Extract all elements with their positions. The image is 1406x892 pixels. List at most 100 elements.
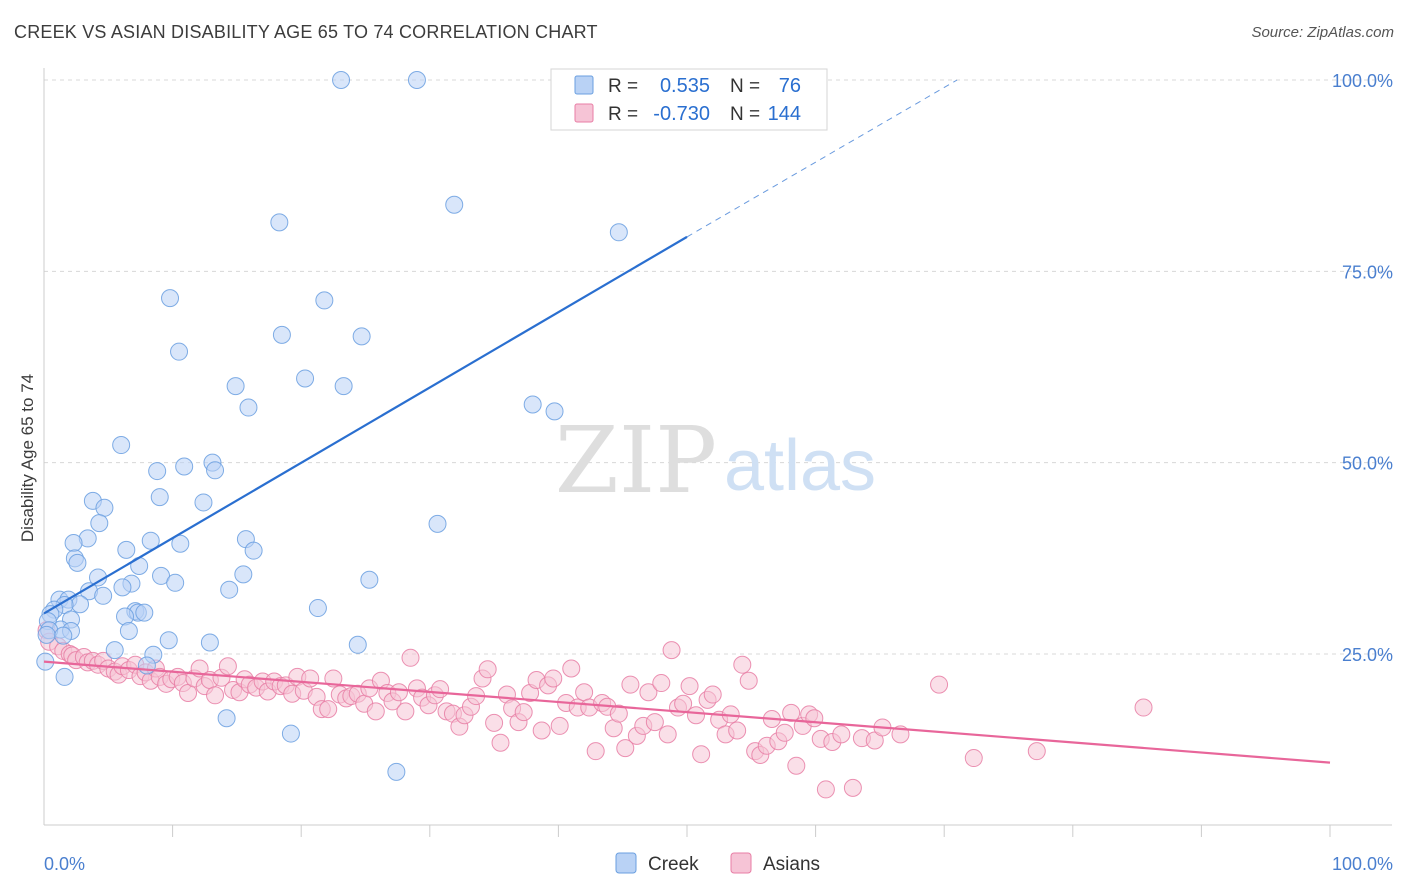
creek-point (64, 534, 83, 553)
asians-point (550, 716, 569, 735)
creek-point (71, 595, 90, 614)
asians-point (401, 648, 420, 667)
creek-point (545, 402, 564, 421)
legend-creek-swatch (615, 852, 637, 874)
creek-point (387, 762, 406, 781)
asians-point (728, 721, 747, 740)
asians-point (562, 659, 581, 678)
creek-point (95, 498, 114, 517)
creek-point (68, 553, 87, 572)
stats-legend: R = 0.535 N = 76 R = -0.730 N = 144 (550, 68, 828, 131)
y-tick-label: 25.0% (1342, 645, 1393, 665)
creek-point (407, 71, 426, 89)
asians-point (491, 733, 510, 752)
asians-point (586, 742, 605, 761)
asians-point (396, 702, 415, 721)
creek-trend-extension (686, 79, 958, 238)
asians-trend-line (43, 660, 1331, 764)
creek-point (206, 461, 225, 480)
creek-point (234, 565, 253, 584)
asians-point (662, 641, 681, 660)
creek-point (170, 342, 189, 361)
chart-title: CREEK VS ASIAN DISABILITY AGE 65 TO 74 C… (14, 22, 598, 42)
creek-point (54, 626, 73, 645)
y-tick-label: 75.0% (1342, 262, 1393, 282)
tick-labels: 25.0% 50.0% 75.0% 100.0% 0.0% 100.0% (44, 71, 1393, 874)
creek-point (113, 578, 132, 597)
asians-point (485, 713, 504, 732)
creek-point (148, 462, 167, 481)
asians-point (680, 677, 699, 696)
asians-point (964, 749, 983, 768)
axes (43, 68, 1392, 837)
creek-point (194, 493, 213, 512)
asians-point (739, 671, 758, 690)
creek-point (220, 580, 239, 599)
creek-point (217, 709, 236, 728)
y-tick-label: 50.0% (1342, 454, 1393, 474)
creek-point (105, 641, 124, 660)
creek-point (175, 457, 194, 476)
asians-point (832, 725, 851, 744)
creek-point (159, 631, 178, 650)
creek-point (352, 327, 371, 346)
creek-point (281, 724, 300, 743)
creek-point (239, 398, 258, 417)
asians-point (1134, 698, 1153, 717)
asians-point (609, 704, 628, 723)
asians-point (645, 713, 664, 732)
asians-point (658, 725, 677, 744)
creek-trend-line (43, 235, 688, 615)
asians-point (775, 723, 794, 742)
asians-n-label: N = (730, 104, 760, 125)
asians-point (616, 739, 635, 758)
series-legend: Creek Asians (615, 852, 820, 875)
asians-point (787, 756, 806, 775)
creek-point (55, 667, 74, 686)
creek-point (119, 622, 138, 641)
x-tick-label: 0.0% (44, 854, 85, 874)
creek-point (171, 534, 190, 553)
creek-point (332, 71, 351, 89)
asians-point (652, 674, 671, 693)
creek-point (445, 195, 464, 214)
creek-point (315, 291, 334, 310)
asians-r-label: R = (608, 104, 638, 125)
asians-point (687, 706, 706, 725)
creek-point (428, 514, 447, 533)
creek-point (166, 573, 185, 592)
creek-point (112, 436, 131, 455)
creek-point (161, 289, 180, 308)
creek-r-label: R = (608, 76, 638, 97)
creek-point (296, 369, 315, 388)
creek-point (141, 531, 160, 550)
creek-point (334, 377, 353, 396)
asians-point (532, 721, 551, 740)
data-points (36, 71, 1153, 799)
asians-point (514, 703, 533, 722)
asians-point (324, 669, 343, 688)
creek-point (609, 223, 628, 242)
creek-n-value: 76 (779, 75, 801, 97)
creek-point (117, 540, 136, 559)
asians-point (843, 778, 862, 797)
creek-point (135, 603, 154, 622)
creek-point (94, 586, 113, 605)
asians-point (575, 683, 594, 702)
x-tick-label: 100.0% (1332, 854, 1393, 874)
asians-point (692, 745, 711, 764)
creek-point (523, 395, 542, 414)
asians-point (206, 686, 225, 705)
legend-asians-swatch (730, 852, 752, 874)
creek-point (348, 635, 367, 654)
asians-point (301, 669, 320, 688)
y-axis-label: Disability Age 65 to 74 (18, 374, 37, 542)
trend-lines (43, 79, 1331, 764)
watermark-zip: ZIP (555, 407, 717, 514)
legend-asians-label: Asians (763, 854, 820, 875)
asians-point (319, 700, 338, 719)
creek-point (200, 633, 219, 652)
creek-point (272, 325, 291, 344)
asians-point (639, 683, 658, 702)
